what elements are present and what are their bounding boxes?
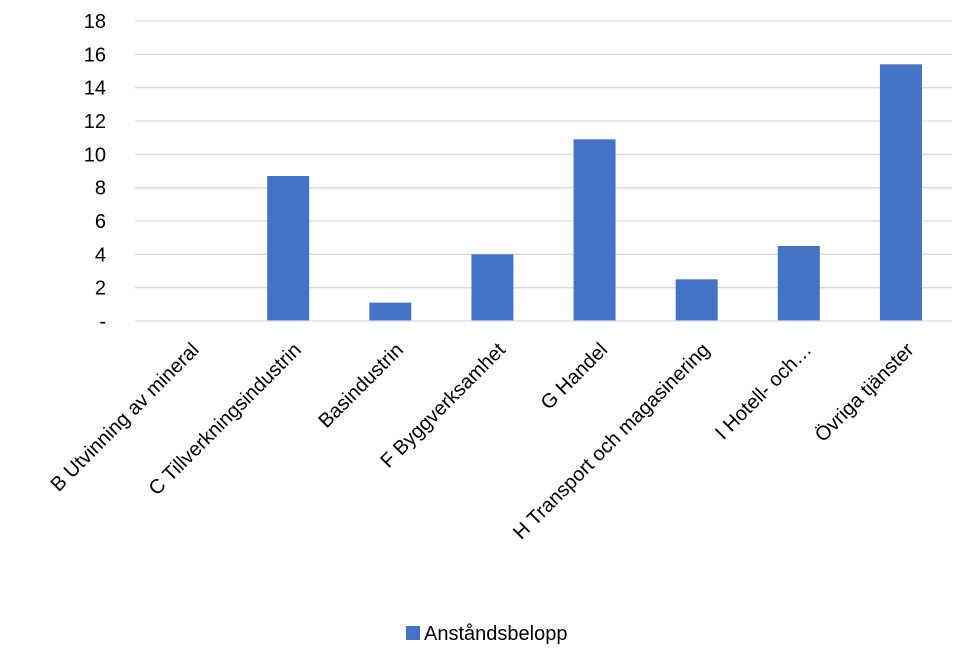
y-tick-label: 14 [84,78,106,100]
bar [471,254,514,321]
bars [267,64,922,321]
y-tick-label: 8 [95,178,106,200]
gridlines [135,20,952,289]
bar [267,176,310,321]
legend: Anståndsbelopp [406,623,567,645]
y-tick-label: - [99,311,106,333]
y-tick-label: 4 [95,244,106,266]
bar [675,279,718,321]
x-category-label: I Hotell- och… [711,339,816,444]
y-tick-label: 6 [95,211,106,233]
legend-swatch [406,626,420,640]
y-tick-label: 18 [84,11,106,33]
bar [777,246,820,321]
x-category-label: G Handel [537,339,612,414]
bar [573,139,616,321]
y-tick-label: 10 [84,144,106,166]
x-category-label: H Transport och magasinering [509,339,714,544]
legend-label: Anståndsbelopp [424,623,567,645]
y-tick-label: 2 [95,278,106,300]
x-category-label: Övriga tjänster [811,339,919,447]
x-category-label: Basindustrin [314,339,407,432]
y-tick-label: 12 [84,111,106,133]
y-tick-label: 16 [84,44,106,66]
y-axis-tick-labels: - 2 4 6 8 10 12 14 16 18 [84,11,106,333]
bar [369,302,412,321]
bar [879,64,922,321]
